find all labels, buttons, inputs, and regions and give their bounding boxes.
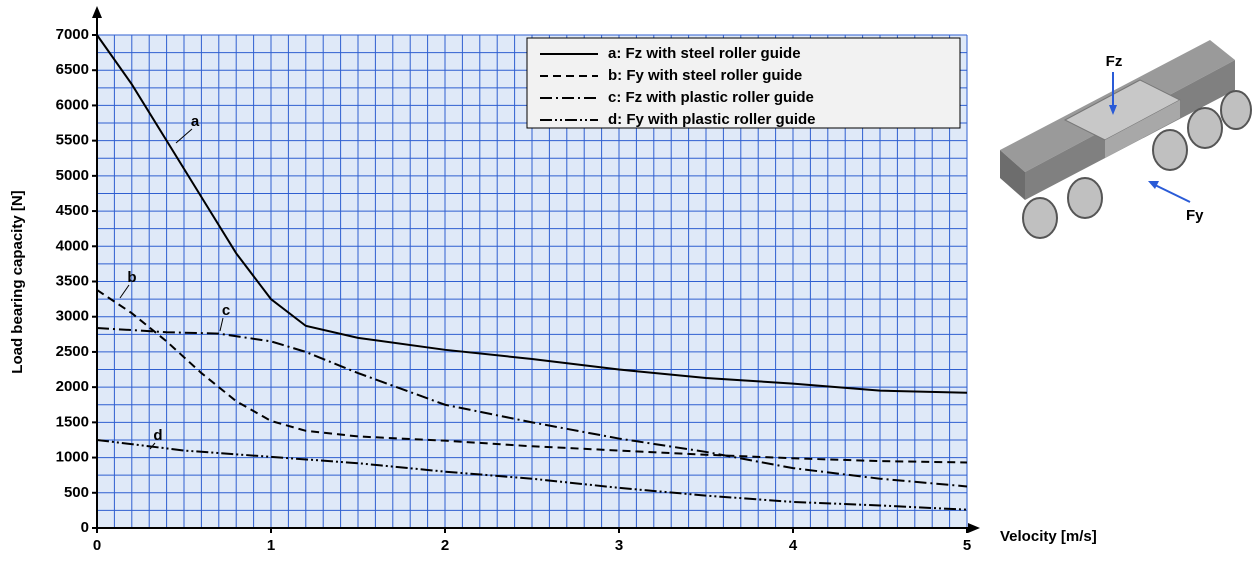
roller <box>1221 91 1251 129</box>
force-label-z: Fz <box>1106 53 1123 70</box>
annotation: d <box>153 427 162 444</box>
legend-label: d: Fy with plastic roller guide <box>608 111 816 128</box>
y-tick-label: 4500 <box>56 202 89 219</box>
y-tick-label: 0 <box>81 519 89 536</box>
roller <box>1068 178 1102 218</box>
x-tick-label: 4 <box>789 537 798 554</box>
roller <box>1023 198 1057 238</box>
x-tick-label: 0 <box>93 537 101 554</box>
force-arrow-y-head <box>1148 181 1159 189</box>
x-tick-label: 5 <box>963 537 971 554</box>
chart: Load bearing capacity [N] Velocity [m/s]… <box>0 0 1260 556</box>
roller <box>1188 108 1222 148</box>
y-tick-label: 6000 <box>56 96 89 113</box>
annotation: a <box>191 113 200 130</box>
force-label-y: Fy <box>1186 207 1204 224</box>
x-axis-arrow <box>968 523 980 533</box>
y-tick-label: 7000 <box>56 26 89 43</box>
x-tick-label: 3 <box>615 537 623 554</box>
y-axis-arrow <box>92 6 102 18</box>
x-axis-label: Velocity [m/s] <box>1000 528 1097 545</box>
annotation: b <box>127 269 136 286</box>
y-tick-label: 1000 <box>56 449 89 466</box>
y-tick-label: 2000 <box>56 378 89 395</box>
y-tick-label: 6500 <box>56 61 89 78</box>
legend: a: Fz with steel roller guide b: Fy with … <box>527 38 960 128</box>
roller <box>1153 130 1187 170</box>
y-tick-label: 4000 <box>56 237 89 254</box>
annotation: c <box>222 302 230 319</box>
legend-label: a: Fz with steel roller guide <box>608 45 801 62</box>
y-tick-label: 3500 <box>56 272 89 289</box>
y-tick-label: 3000 <box>56 308 89 325</box>
x-tick-label: 2 <box>441 537 449 554</box>
y-axis-label: Load bearing capacity [N] <box>9 190 26 373</box>
legend-label: b: Fy with steel roller guide <box>608 67 802 84</box>
x-tick-label: 1 <box>267 537 275 554</box>
force-arrow-y <box>1155 185 1190 202</box>
y-tick-label: 500 <box>64 484 89 501</box>
y-tick-label: 5500 <box>56 132 89 149</box>
y-tick-label: 2500 <box>56 343 89 360</box>
y-tick-label: 5000 <box>56 167 89 184</box>
illustration: Fz Fy <box>1000 40 1251 238</box>
y-tick-label: 1500 <box>56 413 89 430</box>
legend-label: c: Fz with plastic roller guide <box>608 89 814 106</box>
